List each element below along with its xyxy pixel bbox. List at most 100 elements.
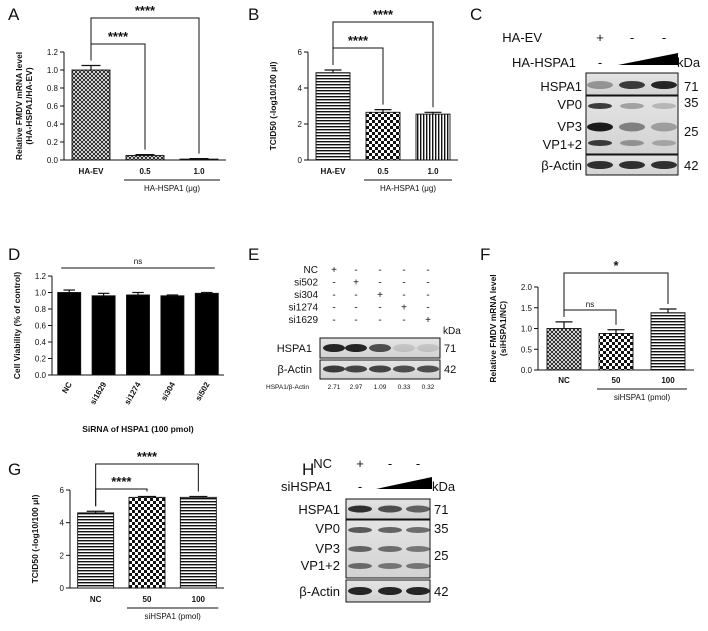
bar	[415, 113, 451, 161]
band	[651, 122, 677, 132]
band	[587, 81, 613, 89]
condition-mark: -	[354, 315, 357, 326]
y-tick-label: 0.0	[35, 371, 47, 380]
condition-label: siHSPA1	[281, 479, 332, 494]
bar	[125, 155, 165, 161]
condition-mark: -	[402, 265, 405, 276]
condition-label: si502	[294, 278, 318, 289]
significance-bracket	[563, 309, 617, 325]
x-group-label: HA-HSPA1 (μg)	[380, 184, 436, 193]
condition-mark: -	[630, 30, 634, 45]
condition-mark: -	[426, 265, 429, 276]
band	[619, 122, 645, 132]
bar	[128, 496, 166, 589]
kda-value: 25	[434, 548, 448, 563]
band	[406, 527, 430, 533]
condition-mark: -	[426, 303, 429, 314]
panel-label-h: H	[302, 460, 314, 479]
significance-label: ****	[373, 7, 394, 22]
band-label: HSPA1	[298, 502, 340, 517]
y-tick-label: 0.2	[35, 355, 47, 364]
band	[369, 344, 391, 352]
y-tick-label: 0.6	[35, 322, 47, 331]
condition-mark: -	[332, 303, 335, 314]
band	[393, 344, 415, 352]
x-tick-label: si1629	[88, 380, 108, 406]
band	[417, 344, 439, 352]
kda-value: 35	[434, 521, 448, 536]
condition-mark: -	[378, 303, 381, 314]
x-tick-label: NC	[60, 380, 74, 395]
condition-mark: +	[377, 290, 383, 301]
significance-label: ns	[134, 257, 142, 266]
condition-mark: -	[354, 290, 357, 301]
condition-label: NC	[304, 265, 318, 276]
kda-value: 35	[684, 95, 698, 110]
bar	[77, 512, 115, 589]
condition-mark: -	[402, 315, 405, 326]
band	[378, 505, 402, 513]
condition-label: HA-EV	[502, 30, 542, 45]
significance-label: ****	[108, 29, 129, 44]
condition-mark: -	[332, 315, 335, 326]
panel-label-f: F	[480, 245, 490, 264]
bar	[194, 292, 219, 376]
band	[620, 140, 644, 146]
y-tick-label: 0.0	[47, 156, 59, 165]
significance-label: ****	[137, 449, 158, 464]
band-label: HSPA1	[277, 343, 312, 355]
condition-mark: +	[401, 303, 407, 314]
significance-label: ns	[586, 300, 594, 309]
ratio-value: 2.71	[328, 384, 341, 391]
y-tick-label: 2.0	[521, 283, 533, 292]
band	[417, 365, 439, 373]
x-tick-label: 0.5	[139, 167, 151, 176]
band	[345, 365, 367, 373]
y-tick-label: 0.8	[35, 305, 47, 314]
y-tick-label: 0	[60, 584, 65, 593]
bar	[315, 72, 351, 161]
y-tick-label: 0.8	[47, 84, 59, 93]
significance-label: ****	[111, 474, 132, 489]
bar	[650, 312, 686, 371]
x-tick-label: si304	[159, 380, 177, 402]
panel-label-a: A	[8, 5, 20, 24]
band	[406, 546, 430, 552]
y-tick-label: 1.2	[35, 272, 47, 281]
condition-label: HA-HSPA1	[512, 55, 576, 70]
band-label: β-Actin	[541, 158, 582, 173]
y-tick-label: 6	[60, 486, 65, 495]
bar	[57, 292, 82, 376]
y-tick-label: 1.0	[47, 66, 59, 75]
band	[348, 546, 372, 552]
kda-value: 71	[684, 79, 698, 94]
band	[587, 161, 613, 169]
panel-label-g: G	[8, 460, 21, 479]
x-tick-label: 50	[143, 595, 152, 604]
ratio-value: 0.33	[398, 384, 411, 391]
band-label: VP1+2	[301, 558, 340, 573]
band	[651, 161, 677, 169]
condition-mark: -	[332, 278, 335, 289]
condition-mark: -	[354, 265, 357, 276]
band	[652, 103, 676, 109]
band	[393, 365, 415, 373]
condition-mark: -	[378, 315, 381, 326]
y-tick-label: 0	[298, 156, 303, 165]
condition-mark: -	[354, 303, 357, 314]
kda-value: 42	[434, 584, 448, 599]
gradient-triangle-icon	[376, 477, 432, 489]
y-tick-label: 2	[60, 551, 65, 560]
band	[345, 344, 367, 352]
band	[652, 140, 676, 146]
condition-mark: -	[598, 55, 602, 70]
band	[378, 587, 402, 595]
band	[651, 81, 677, 89]
condition-mark: -	[662, 30, 666, 45]
y-axis-label: (HA-HSPA1/HA-EV)	[24, 67, 34, 144]
y-tick-label: 0.2	[47, 138, 59, 147]
kda-value: 42	[444, 364, 456, 376]
